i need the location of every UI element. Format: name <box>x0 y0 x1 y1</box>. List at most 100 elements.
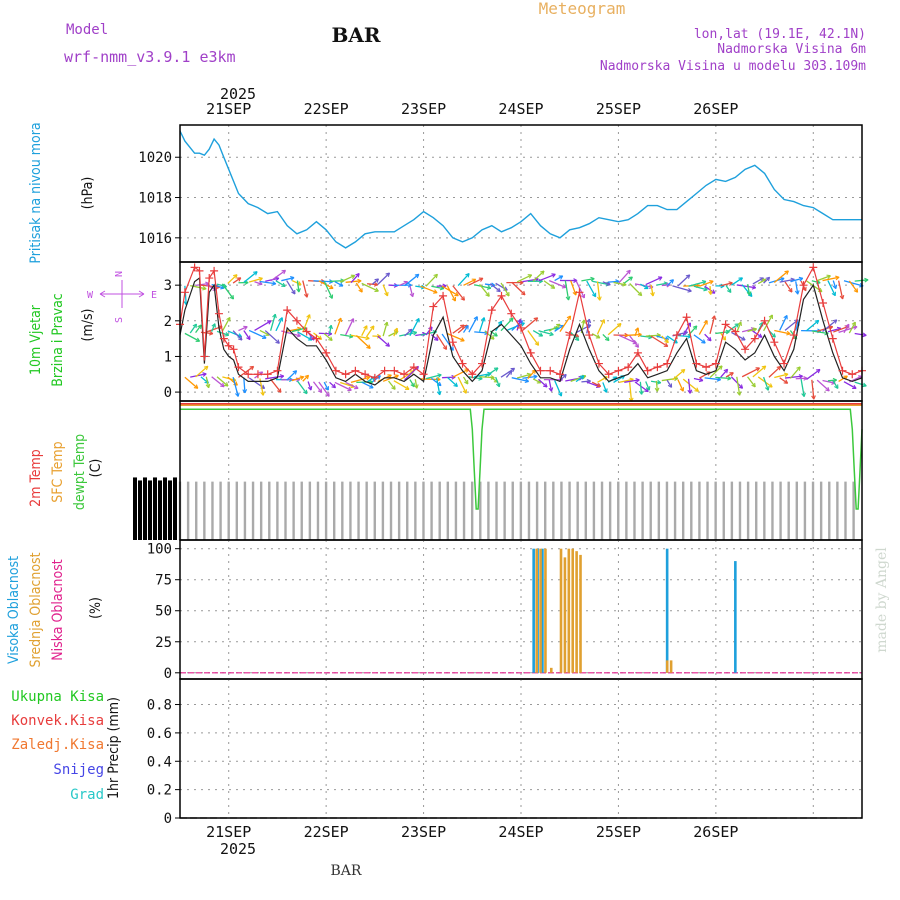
wind-arrow <box>264 330 280 344</box>
wind-arrow <box>516 373 531 379</box>
wind-arrow <box>457 273 470 286</box>
wind-arrow-head <box>565 296 571 301</box>
wind-arrow-head <box>845 323 850 329</box>
wind-arrow <box>227 376 238 386</box>
wind-arrow <box>430 377 442 387</box>
cloud-bar <box>669 660 673 673</box>
wind-speed-marker <box>555 370 564 379</box>
wind-arrow-head <box>272 313 277 319</box>
wind-arrow <box>532 378 542 384</box>
wind-arrow-head <box>510 367 516 373</box>
wind-arrow-head <box>355 272 360 278</box>
wind-arrow-head <box>391 385 396 390</box>
wind-arrow <box>275 280 286 287</box>
wind-arrow <box>211 376 225 388</box>
wind-arrow <box>773 270 789 284</box>
wind-speed-marker <box>789 331 798 340</box>
wind-arrow <box>693 334 706 344</box>
wind-speed-marker <box>487 306 496 315</box>
wind-arrow-head <box>851 321 856 327</box>
wind-arrow <box>757 278 767 285</box>
wind-arrow <box>832 280 837 289</box>
wind-arrow-head <box>831 291 836 297</box>
wind-arrow <box>527 330 540 346</box>
cloud-bar <box>563 557 567 673</box>
wind-arrow <box>720 368 729 378</box>
wind-arrow-head <box>505 291 510 297</box>
wind-arrow-head <box>374 287 379 292</box>
cloud-bar <box>579 554 582 673</box>
wind-speed-marker <box>253 370 262 379</box>
wind-arrow-head <box>784 270 789 275</box>
wind-arrow <box>489 283 501 293</box>
wind-arrow-head <box>580 293 586 299</box>
pressure-unit-label: (hPa) <box>80 177 96 210</box>
wind-speed-marker <box>263 370 272 379</box>
top-date-24sep: 24SEP <box>498 100 543 118</box>
wind-arrow <box>254 281 263 285</box>
wind-arrow-head <box>664 338 669 344</box>
wind-arrow-head <box>549 331 554 337</box>
wind-arrow <box>838 375 848 382</box>
wind-compass: N E S W <box>87 271 157 323</box>
wind-arrow <box>312 381 323 393</box>
wind-arrow <box>393 327 398 337</box>
wind-arrow <box>468 316 478 333</box>
wind-arrow-head <box>385 272 391 277</box>
wind-arrow <box>318 381 330 397</box>
wind-arrow <box>296 380 308 395</box>
wind-speed-marker <box>575 288 584 297</box>
wind-arrow-head <box>493 367 499 372</box>
wind-arrow <box>447 376 458 387</box>
wind-arrow-head <box>586 318 592 324</box>
wind-arrow-head <box>235 392 240 397</box>
wind-arrow <box>232 376 239 397</box>
wind-arrow-head <box>243 325 248 331</box>
wind-arrow <box>795 321 799 331</box>
wind-arrow <box>297 331 313 341</box>
wind-speed-marker <box>224 341 233 350</box>
wind-arrow <box>543 280 556 289</box>
wind-arrow <box>345 381 359 390</box>
wind-arrow <box>484 367 499 378</box>
wind-arrow <box>548 379 553 392</box>
wind-arrow <box>296 280 300 293</box>
wind-arrow <box>843 280 864 287</box>
compass-n: N <box>114 271 125 277</box>
wind-arrow-head <box>478 375 483 381</box>
wind-arrow-head <box>366 344 371 349</box>
y-tick-label: 0 <box>164 811 172 827</box>
wind-arrow-head <box>558 275 564 280</box>
wind-arrow-head <box>303 293 309 298</box>
wind-arrow <box>404 328 413 337</box>
precip-legend-3: Snijeg <box>53 762 104 778</box>
wind-arrow <box>602 333 610 342</box>
temp-panel: 2m Temp SFC Temp dewpt Temp (C) <box>28 400 863 541</box>
wind-arrow-head <box>246 335 251 341</box>
wind-arrow <box>355 282 363 293</box>
wind-arrow-head <box>654 387 660 392</box>
wind-speed-marker <box>585 331 594 340</box>
wind-arrow-head <box>581 319 586 324</box>
wind-arrow <box>554 275 564 282</box>
wind-arrow <box>811 379 815 400</box>
coords-text: lon,lat (19.1E, 42.1N) <box>694 27 866 42</box>
wind-arrow-head <box>365 335 370 341</box>
wind-arrow-head <box>208 330 214 336</box>
top-year-label: 2025 <box>220 85 256 103</box>
y-tick-label: 25 <box>155 635 172 651</box>
wind-arrow <box>720 282 733 287</box>
wind-arrow <box>548 323 561 332</box>
wind-speed-marker <box>205 274 214 283</box>
cloud-bar <box>734 561 737 673</box>
y-tick-label: 3 <box>164 278 172 294</box>
cloud-bar <box>665 548 669 673</box>
wind-arrow <box>838 325 858 334</box>
wind-arrow <box>221 283 235 300</box>
wind-speed-marker <box>546 366 555 375</box>
wind-arrow-head <box>260 391 265 396</box>
wind-speed-10m-line <box>179 276 863 386</box>
wind-arrow <box>672 368 686 381</box>
wind-arrow <box>500 317 514 332</box>
wind-arrow <box>269 313 276 331</box>
